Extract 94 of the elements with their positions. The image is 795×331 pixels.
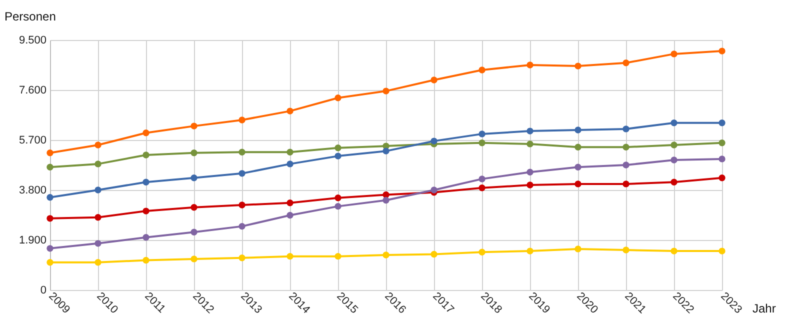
point <box>526 168 534 176</box>
point <box>526 128 534 134</box>
point <box>670 156 678 164</box>
point <box>430 138 438 144</box>
point <box>190 256 198 262</box>
point <box>334 152 342 160</box>
point <box>238 222 246 230</box>
point <box>622 60 630 66</box>
point <box>46 150 54 156</box>
point <box>478 184 486 192</box>
point <box>190 228 198 236</box>
point <box>622 162 630 168</box>
point <box>94 142 102 148</box>
y-tick-label: 7.600 <box>18 84 46 96</box>
point <box>238 170 246 177</box>
point <box>574 144 582 150</box>
point <box>430 76 438 84</box>
point <box>94 214 102 221</box>
point <box>46 164 54 170</box>
point <box>670 178 678 186</box>
point <box>478 130 486 138</box>
point <box>718 248 726 254</box>
point <box>670 142 678 148</box>
point <box>574 164 582 170</box>
point <box>190 174 198 182</box>
point <box>334 194 342 202</box>
point <box>94 160 102 168</box>
point <box>430 186 438 194</box>
y-tick-label: 0 <box>40 284 46 296</box>
point <box>574 180 582 188</box>
point <box>718 174 726 182</box>
point <box>622 180 630 188</box>
point <box>286 148 294 156</box>
point <box>382 252 390 258</box>
point <box>142 178 150 186</box>
point <box>94 259 102 266</box>
point <box>478 140 486 146</box>
point <box>46 245 54 252</box>
point <box>286 212 294 219</box>
point <box>574 62 582 70</box>
point <box>142 130 150 136</box>
y-tick-label: 1.900 <box>18 234 46 246</box>
x-axis-title: Jahr <box>752 302 776 316</box>
point <box>46 194 54 201</box>
point <box>334 144 342 152</box>
point <box>190 150 198 156</box>
point <box>718 140 726 146</box>
point <box>382 196 390 204</box>
point <box>46 215 54 222</box>
point <box>382 148 390 154</box>
point <box>478 66 486 74</box>
point <box>574 246 582 252</box>
point <box>142 234 150 241</box>
point <box>382 88 390 94</box>
point <box>718 120 726 126</box>
point <box>478 248 486 256</box>
point <box>622 246 630 254</box>
point <box>526 140 534 148</box>
point <box>334 202 342 210</box>
point <box>286 252 294 260</box>
point <box>190 204 198 211</box>
point <box>142 256 150 264</box>
point <box>430 250 438 258</box>
point <box>142 208 150 214</box>
point <box>718 48 726 54</box>
point <box>670 248 678 254</box>
point <box>94 186 102 194</box>
point <box>670 120 678 126</box>
point <box>718 156 726 162</box>
y-axis-title: Personen <box>4 10 56 24</box>
point <box>238 202 246 208</box>
point <box>238 148 246 156</box>
point <box>526 62 534 68</box>
point <box>190 122 198 130</box>
point <box>670 50 678 58</box>
y-tick-label: 5.700 <box>18 134 46 146</box>
point <box>238 254 246 262</box>
point <box>238 116 246 124</box>
point <box>574 126 582 134</box>
point <box>622 144 630 150</box>
point <box>94 240 102 247</box>
point <box>286 200 294 206</box>
point <box>526 182 534 188</box>
point <box>286 160 294 168</box>
point <box>334 252 342 260</box>
point <box>46 259 54 266</box>
y-tick-label: 3.800 <box>18 184 46 196</box>
point <box>142 152 150 158</box>
point <box>622 126 630 132</box>
point <box>286 108 294 114</box>
point <box>478 176 486 182</box>
point <box>526 248 534 254</box>
point <box>334 94 342 102</box>
y-tick-label: 9.500 <box>18 34 46 46</box>
